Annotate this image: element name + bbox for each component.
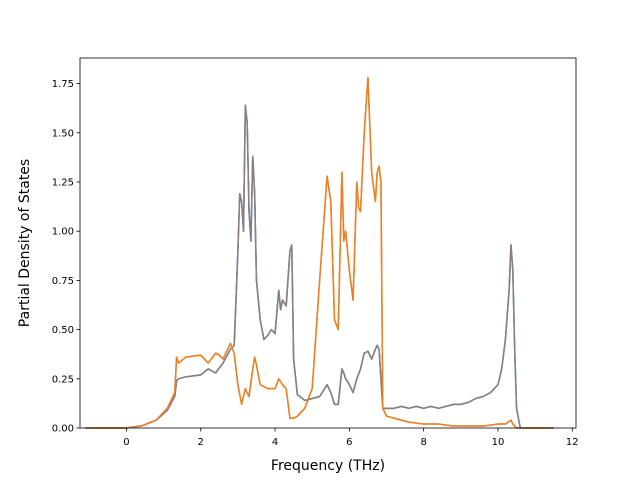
y-tick-label: 1.75 bbox=[52, 79, 74, 90]
plot-frame bbox=[79, 57, 577, 429]
x-axis: 0 2 4 6 8 10 12 bbox=[123, 428, 579, 448]
y-tick-label: 0.00 bbox=[52, 424, 74, 435]
y-axis: 0.00 0.25 0.50 0.75 1.00 1.25 1.50 1.75 bbox=[52, 79, 80, 435]
x-tick-label: 12 bbox=[566, 437, 579, 448]
y-tick-label: 0.25 bbox=[52, 374, 74, 385]
x-tick-label: 2 bbox=[198, 437, 204, 448]
x-tick-label: 0 bbox=[123, 437, 129, 448]
y-tick-label: 0.75 bbox=[52, 276, 74, 287]
x-tick-label: 8 bbox=[420, 437, 426, 448]
x-tick-label: 4 bbox=[272, 437, 278, 448]
y-tick-label: 1.25 bbox=[52, 177, 74, 188]
series-line-3 bbox=[85, 104, 554, 429]
x-tick-label: 6 bbox=[346, 437, 352, 448]
series-layer bbox=[85, 76, 554, 429]
y-tick-label: 1.50 bbox=[52, 128, 74, 139]
series-line-4 bbox=[85, 76, 554, 429]
x-tick-label: 10 bbox=[492, 437, 505, 448]
y-tick-label: 1.00 bbox=[52, 227, 74, 238]
y-axis-label: Partial Density of States bbox=[17, 159, 33, 327]
y-tick-label: 0.50 bbox=[52, 325, 74, 336]
x-axis-label: Frequency (THz) bbox=[271, 458, 385, 474]
